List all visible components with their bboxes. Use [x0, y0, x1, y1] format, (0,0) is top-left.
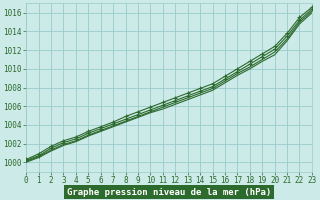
X-axis label: Graphe pression niveau de la mer (hPa): Graphe pression niveau de la mer (hPa): [67, 188, 271, 197]
